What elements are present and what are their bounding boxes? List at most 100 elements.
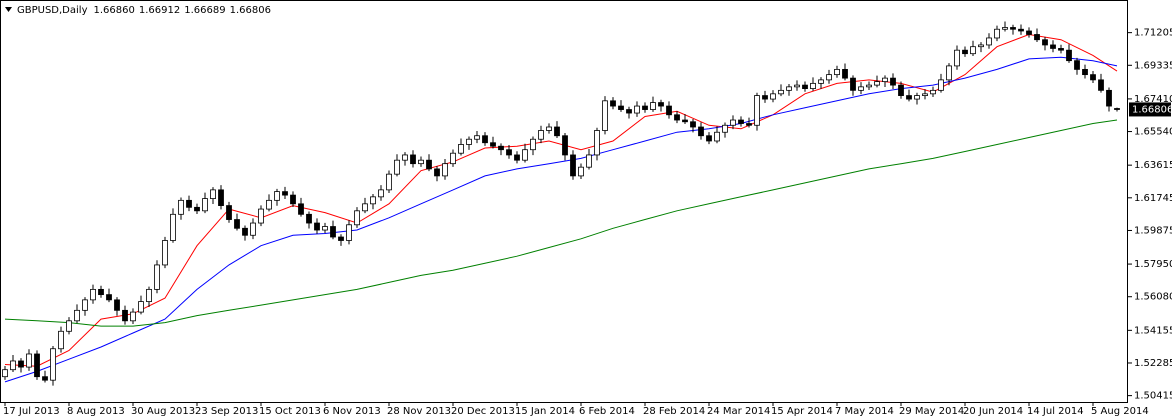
candle-body — [82, 299, 88, 311]
candle-body — [930, 89, 936, 95]
candle-body — [258, 208, 264, 224]
candle-body — [194, 206, 200, 212]
candle-body — [770, 93, 776, 100]
candle-body — [2, 369, 8, 378]
candle-body — [786, 86, 792, 91]
candle-body — [106, 294, 112, 301]
candle-body — [386, 173, 392, 191]
candle-body — [450, 152, 456, 165]
candle-body — [130, 311, 136, 322]
candle-body — [186, 199, 192, 208]
candle-body — [962, 49, 968, 55]
x-tick-label: 23 Sep 2013 — [195, 406, 258, 417]
candle-body — [506, 149, 512, 156]
candle-body — [690, 121, 696, 128]
x-tick-label: 14 Jul 2014 — [1027, 406, 1084, 417]
x-tick-label: 15 Jan 2014 — [515, 406, 575, 417]
candle-body — [66, 320, 72, 332]
x-tick-label: 28 Nov 2013 — [387, 406, 451, 417]
y-tick-label: 1.56080 — [1134, 292, 1172, 303]
candle-body — [922, 93, 928, 96]
header-ohlc-value: 1.66689 — [184, 5, 225, 16]
candle-body — [674, 114, 680, 121]
candle-body — [1026, 30, 1032, 35]
x-tick-label: 17 Jul 2013 — [3, 406, 60, 417]
candle-body — [1066, 49, 1072, 62]
candle-body — [290, 194, 296, 205]
candle-body — [554, 126, 560, 137]
candle-body — [530, 138, 536, 151]
candle-body — [514, 154, 520, 161]
candle-body — [1042, 39, 1048, 46]
candle-body — [154, 264, 160, 290]
y-tick-label: 1.65540 — [1134, 127, 1172, 138]
candle-body — [98, 288, 104, 296]
x-tick-label: 20 Jun 2014 — [963, 406, 1023, 417]
candle-body — [1058, 48, 1064, 51]
candle-body — [482, 135, 488, 144]
candle-body — [314, 222, 320, 231]
candle-body — [74, 309, 80, 322]
candle-body — [218, 189, 224, 206]
candle-body — [650, 102, 656, 110]
candle-body — [346, 224, 352, 241]
candle-body — [266, 199, 272, 210]
candle-body — [658, 102, 664, 107]
candle-body — [1074, 60, 1080, 70]
candle-body — [834, 68, 840, 76]
candle-body — [226, 205, 232, 220]
candle-body — [666, 105, 672, 116]
candle-body — [418, 159, 424, 165]
candle-body — [1098, 79, 1104, 91]
candle-body — [594, 130, 600, 156]
candle-body — [1050, 44, 1056, 49]
y-tick-label: 1.61745 — [1134, 193, 1172, 204]
moving-average-line — [4, 119, 1118, 327]
candle-body — [42, 376, 48, 381]
y-tick-label: 1.69335 — [1134, 60, 1172, 71]
candle-body — [874, 81, 880, 86]
candle-body — [578, 166, 584, 177]
candle-body — [330, 226, 336, 238]
candle-body — [34, 353, 40, 378]
candle-body — [202, 198, 208, 212]
candle-body — [738, 119, 744, 124]
x-tick-label: 29 May 2014 — [899, 406, 964, 417]
candle-body — [26, 353, 32, 368]
candle-body — [10, 360, 16, 371]
candle-body — [522, 149, 528, 161]
header-icon — [5, 7, 12, 12]
candle-body — [18, 360, 24, 368]
y-tick-label: 1.63615 — [1134, 160, 1172, 171]
header-ohlc-value: 1.66912 — [139, 5, 180, 16]
candle-body — [170, 213, 176, 241]
candle-body — [394, 159, 400, 175]
y-tick-label: 1.50415 — [1134, 391, 1172, 402]
y-tick-label: 1.59875 — [1134, 225, 1172, 236]
candle-body — [282, 191, 288, 196]
candle-body — [378, 189, 384, 198]
candle-body — [322, 226, 328, 231]
candle-body — [818, 79, 824, 84]
candle-body — [442, 163, 448, 177]
y-tick-label: 1.54155 — [1134, 325, 1172, 336]
candle-body — [802, 84, 808, 89]
candle-body — [570, 154, 576, 177]
candle-body — [210, 189, 216, 199]
candle-body — [762, 95, 768, 100]
candle-body — [1010, 27, 1016, 30]
candle-body — [682, 119, 688, 123]
candle-body — [890, 77, 896, 86]
candle-body — [778, 89, 784, 95]
candle-body — [234, 219, 240, 229]
candle-body — [1018, 28, 1024, 32]
candle-body — [354, 210, 360, 226]
x-tick-label: 5 Aug 2014 — [1091, 406, 1149, 417]
candle-body — [50, 348, 56, 381]
candle-body — [1034, 34, 1040, 41]
candle-body — [178, 199, 184, 215]
candle-body — [146, 288, 152, 303]
candle-body — [434, 168, 440, 177]
